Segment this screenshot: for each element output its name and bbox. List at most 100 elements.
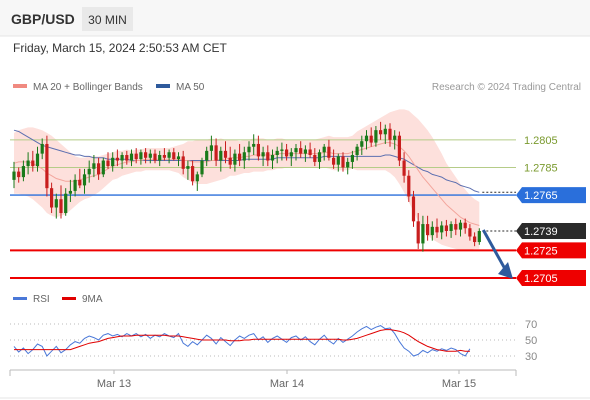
candle-body: [233, 153, 237, 165]
candle-body: [435, 226, 439, 233]
candle-body: [59, 199, 63, 214]
candle-body: [78, 179, 82, 186]
level-label: 1.2705: [524, 273, 558, 285]
x-axis-label: Mar 15: [442, 378, 476, 390]
candle-body: [299, 148, 303, 154]
candle-body: [402, 160, 406, 176]
candle-body: [31, 160, 35, 167]
x-axis-label: Mar 13: [97, 378, 131, 390]
candle-body: [228, 157, 232, 165]
candle-body: [21, 166, 25, 178]
candle-body: [205, 150, 209, 161]
candle-body: [87, 168, 91, 175]
level-label: 1.2785: [524, 162, 558, 174]
candle-body: [322, 146, 326, 153]
candle-body: [327, 146, 331, 158]
candle-body: [238, 153, 242, 161]
ma50-legend-swatch: [156, 84, 170, 88]
candle-body: [444, 225, 448, 231]
candle-body: [12, 171, 16, 180]
candle-body: [468, 228, 472, 237]
ma9-legend-swatch: [62, 297, 76, 300]
candle-body: [374, 130, 378, 143]
ma20-legend-swatch: [13, 84, 27, 88]
candle-body: [341, 156, 345, 168]
candle-body: [50, 188, 54, 208]
candle-body: [68, 190, 72, 194]
candle-body: [73, 179, 77, 191]
candle-body: [280, 149, 284, 151]
candle-body: [144, 152, 148, 158]
candle-body: [35, 153, 40, 167]
ma50-line: [13, 129, 480, 193]
candle-body: [379, 130, 383, 135]
timeframe-badge[interactable]: [82, 7, 133, 31]
timeframe-label: 30 MIN: [88, 13, 127, 27]
candle-body: [176, 156, 181, 160]
rsi-legend-swatch: [13, 297, 27, 300]
candle-body: [430, 226, 434, 236]
candle-body: [153, 153, 157, 161]
rsi-ma9-line: [14, 329, 470, 352]
candle-body: [261, 152, 265, 157]
candle-body: [45, 143, 49, 189]
level-label-tag: [516, 269, 586, 286]
candle-body: [186, 166, 190, 169]
candle-body: [416, 221, 420, 244]
candle-body: [411, 196, 416, 222]
rsi-guide-label: 30: [525, 351, 537, 363]
candle-body: [200, 160, 204, 175]
candle-body: [313, 155, 317, 162]
candle-body: [148, 153, 152, 158]
candle-body: [97, 163, 101, 175]
candle-body: [388, 128, 392, 140]
candle-body: [440, 225, 444, 233]
candle-body: [162, 155, 166, 158]
candlesticks: [12, 121, 481, 252]
candle-body: [454, 224, 458, 230]
x-axis-label: Mar 14: [270, 378, 304, 390]
moving-averages: [13, 129, 480, 226]
candle-body: [172, 152, 176, 160]
candle-body: [275, 150, 279, 156]
rsi-legend-label: RSI: [33, 294, 50, 305]
candle-body: [360, 141, 364, 147]
ma20-line: [13, 142, 480, 226]
candle-body: [129, 153, 134, 161]
candle-body: [336, 156, 340, 165]
candle-body: [158, 155, 162, 161]
rsi-line: [13, 325, 471, 357]
candle-body: [256, 143, 260, 157]
forecast-arrow-shaft: [481, 229, 507, 270]
level-label: 1.2725: [524, 245, 558, 257]
rsi-guides: 70 50 30: [10, 319, 537, 363]
candle-body: [92, 163, 96, 169]
price-level-labels: 1.2805 1.2785 1.2765 1.2739 1.2725 1.2705: [516, 135, 586, 286]
candle-body: [346, 161, 350, 168]
candle-body: [195, 174, 199, 182]
candle-body: [209, 145, 213, 151]
rsi-lines: [13, 325, 471, 357]
candle-body: [458, 222, 463, 230]
candle-body: [355, 146, 359, 156]
candle-body: [139, 152, 143, 160]
candle-body: [223, 150, 228, 158]
candle-body: [477, 230, 481, 243]
symbol-title: GBP/USD: [11, 11, 75, 27]
candle-body: [181, 156, 185, 169]
candle-body: [219, 150, 223, 161]
candle-body: [369, 135, 373, 143]
ma9-legend-label: 9MA: [82, 294, 103, 305]
candle-body: [214, 145, 218, 161]
candle-body: [134, 153, 138, 160]
candle-body: [350, 155, 354, 162]
candle-body: [54, 199, 58, 208]
candle-body: [125, 155, 129, 161]
level-label: 1.2805: [524, 135, 558, 147]
candle-body: [82, 174, 87, 186]
level-label-tag: [516, 222, 586, 239]
candle-body: [289, 152, 293, 157]
ma50-legend-label: MA 50: [176, 82, 205, 93]
level-label: 1.2765: [524, 190, 558, 202]
